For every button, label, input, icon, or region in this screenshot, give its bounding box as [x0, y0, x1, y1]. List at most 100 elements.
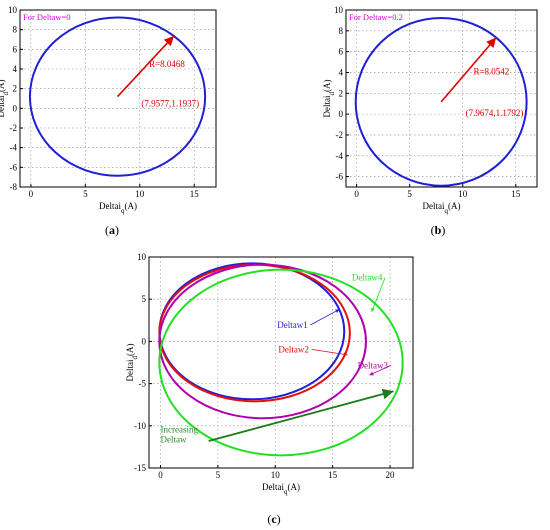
caption-open: ( — [267, 512, 271, 526]
y-tick-label: 10 — [8, 5, 18, 15]
center-label: (7.9674,1.1792) — [466, 108, 524, 118]
y-tick-label: 2 — [339, 88, 344, 98]
chart-b: 0 5 10 15-6-4-20246810Deltaiq(A)Deltaid(A)R… — [322, 5, 538, 237]
x-tick-label: 0 — [29, 189, 34, 199]
y-tick-label: 0 — [142, 336, 147, 346]
x-tick-label: 10 — [135, 189, 145, 199]
series-curve-4 — [158, 268, 404, 457]
annotation-line-2: Deltaw — [160, 435, 186, 445]
legend-label: For Deltaw=0 — [23, 12, 71, 22]
y-axis-label: Deltaid(A) — [125, 344, 139, 382]
chart-c: 0 5 10 15 20-15-10-50510Deltaiq(A)Deltaid(A)… — [125, 252, 414, 526]
x-tick-label: 15 — [328, 470, 338, 480]
x-axis-label-main: Deltai — [262, 482, 284, 492]
y-tick-label: -8 — [10, 182, 18, 192]
caption-letter: c — [271, 512, 277, 526]
y-axis-label-main: Deltai — [322, 95, 332, 117]
y-tick-label: -15 — [134, 463, 146, 473]
plot-frame — [19, 9, 217, 188]
caption-letter: a — [109, 223, 115, 237]
y-axis-label-sub: d — [2, 92, 10, 96]
y-tick-label: 0 — [13, 103, 18, 113]
y-tick-label: 10 — [334, 5, 344, 15]
y-axis-label-sub: d — [328, 92, 336, 96]
series-label-2: Deltaw2 — [278, 344, 309, 354]
y-tick-label: 10 — [137, 252, 147, 262]
y-axis-label-main: Deltai — [125, 359, 135, 381]
caption-open: ( — [431, 223, 435, 237]
x-axis-label-sub: q — [445, 207, 449, 215]
y-tick-label: -10 — [134, 421, 146, 431]
y-tick-label: 2 — [13, 84, 18, 94]
series-curve-3 — [158, 263, 367, 420]
radius-label: R=8.0468 — [149, 59, 185, 69]
plot-area — [354, 16, 528, 187]
x-tick-label: 10 — [458, 189, 468, 199]
y-tick-label: 8 — [13, 25, 18, 35]
series-pointer-1 — [310, 308, 340, 326]
trajectory-circle — [354, 16, 528, 187]
y-tick-label: -2 — [336, 130, 344, 140]
x-tick-label: 0 — [158, 470, 163, 480]
caption-close: ) — [115, 223, 119, 237]
center-label: (7.9577,1.1937) — [141, 98, 199, 108]
x-axis-label-unit: (A) — [288, 482, 301, 492]
y-tick-label: 8 — [339, 26, 344, 36]
y-axis-label: Deltaid(A) — [322, 80, 336, 118]
series-pointer-2 — [311, 348, 348, 357]
series-label-3: Deltaw3 — [358, 360, 389, 370]
panel-caption: (a) — [105, 223, 119, 237]
y-axis-label-unit: (A) — [0, 80, 6, 93]
radius-arrow — [440, 37, 497, 103]
series-label-4: Deltaw4 — [352, 273, 383, 283]
x-tick-label: 5 — [407, 189, 412, 199]
x-axis-label: Deltaiq(A) — [262, 482, 300, 496]
y-tick-label: -4 — [10, 143, 18, 153]
y-tick-label: -6 — [336, 172, 344, 182]
trajectory-circle — [28, 16, 207, 177]
increasing-arrow — [208, 388, 394, 442]
series-pointer-3 — [369, 365, 391, 376]
y-tick-label: -2 — [10, 123, 18, 133]
caption-close: ) — [277, 512, 281, 526]
y-axis-label-main: Deltai — [0, 95, 6, 117]
y-tick-label: 0 — [339, 109, 344, 119]
panel-caption: (c) — [267, 512, 280, 526]
y-tick-label: 6 — [13, 44, 18, 54]
x-tick-label: 10 — [271, 470, 281, 480]
chart-a: 0 5 10 15-8-6-4-20246810Deltaiq(A)Deltaid(A… — [0, 5, 217, 237]
y-tick-label: 5 — [142, 294, 147, 304]
y-tick-label: 6 — [339, 47, 344, 57]
x-axis-label-main: Deltai — [423, 201, 445, 211]
y-tick-label: 4 — [339, 67, 344, 77]
series-pointer-4 — [371, 277, 386, 313]
x-tick-label: 20 — [386, 470, 396, 480]
plot-frame — [148, 256, 414, 469]
x-tick-label: 5 — [216, 470, 221, 480]
y-axis-label-sub: d — [131, 356, 139, 360]
plot-frame — [345, 9, 538, 188]
x-axis-label: Deltaiq(A) — [423, 201, 461, 215]
legend-label: For Deltaw=0.2 — [349, 12, 403, 22]
x-tick-label: 0 — [354, 189, 359, 199]
y-axis-label-unit: (A) — [125, 344, 135, 357]
caption-close: ) — [441, 223, 445, 237]
y-tick-label: -4 — [336, 151, 344, 161]
panel-caption: (b) — [431, 223, 446, 237]
x-axis-label-unit: (A) — [125, 201, 138, 211]
series-curve-2 — [158, 263, 351, 403]
x-tick-label: 5 — [83, 189, 88, 199]
y-tick-label: -5 — [139, 379, 147, 389]
y-tick-label: 4 — [13, 64, 18, 74]
x-axis-label: Deltaiq(A) — [99, 201, 137, 215]
x-axis-label-sub: q — [284, 488, 288, 496]
caption-open: ( — [105, 223, 109, 237]
x-axis-label-unit: (A) — [448, 201, 461, 211]
y-axis-label: Deltaid(A) — [0, 80, 10, 118]
series-label-1: Deltaw1 — [277, 320, 308, 330]
annotation-line-1: Increasing — [160, 425, 198, 435]
y-tick-label: -6 — [10, 162, 18, 172]
radius-label: R=8.0542 — [473, 67, 509, 77]
x-tick-label: 15 — [190, 189, 200, 199]
